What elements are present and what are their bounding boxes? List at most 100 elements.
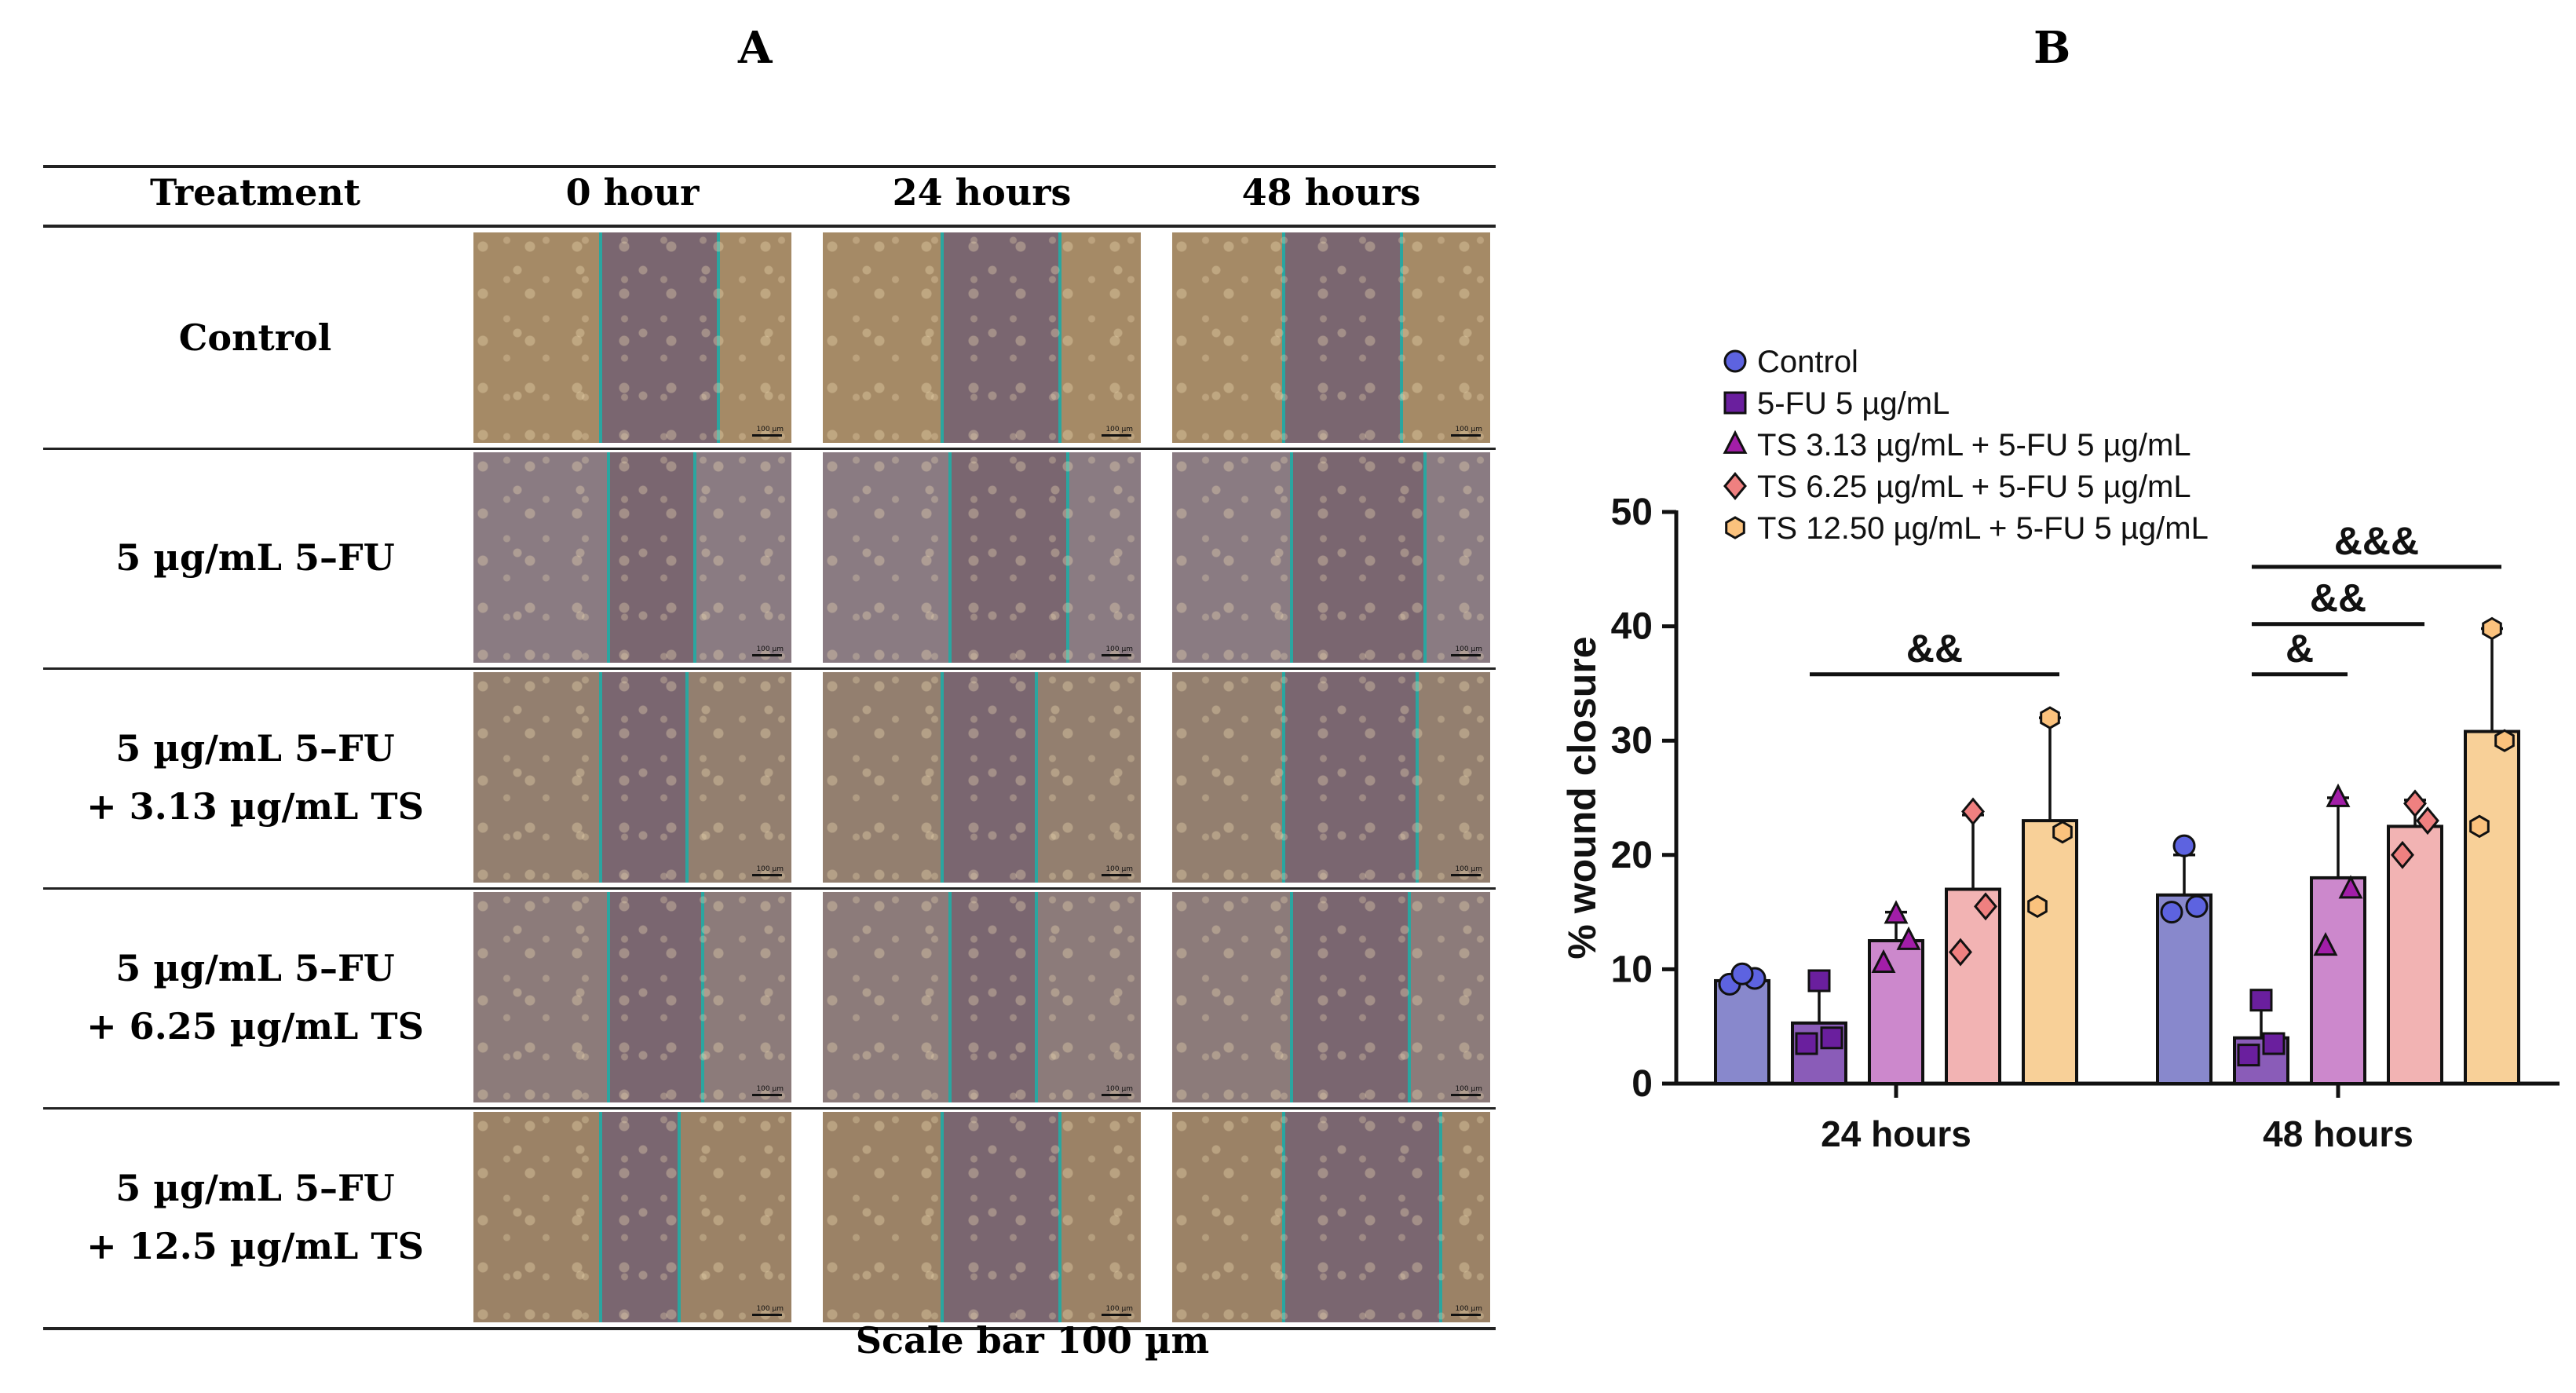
image-scale-text: 100 µm — [1105, 1085, 1133, 1093]
image-scale-bar — [752, 1094, 782, 1096]
legend-label: TS 3.13 µg/mL + 5-FU 5 µg/mL — [1757, 428, 2191, 463]
data-point — [2494, 729, 2515, 752]
image-scale-bar — [1451, 1094, 1481, 1096]
bar — [2156, 893, 2212, 1086]
bar — [2310, 876, 2366, 1085]
micrograph-image: 100 µm — [1172, 232, 1490, 443]
treatment-label: 5 µg/mL 5–FU + 3.13 µg/mL TS — [43, 719, 467, 835]
header-rule — [43, 225, 1496, 228]
header-treatment: Treatment — [149, 171, 361, 214]
image-scale-text: 100 µm — [756, 1085, 784, 1093]
x-tick-label: 24 hours — [1821, 1113, 1971, 1154]
header-0-hour: 0 hour — [565, 171, 700, 214]
y-tick-label: 40 — [1611, 606, 1653, 648]
legend-marker — [1725, 516, 1745, 539]
legend-label: 5-FU 5 µg/mL — [1757, 386, 1949, 421]
data-point — [1961, 797, 1985, 826]
y-tick-label: 30 — [1611, 720, 1653, 762]
image-scale-text: 100 µm — [756, 865, 784, 873]
micrograph-image: 100 µm — [473, 232, 791, 443]
x-tick-label: 48 hours — [2263, 1113, 2413, 1154]
bar — [1945, 887, 2001, 1085]
data-point — [2326, 783, 2351, 807]
image-scale-bar — [1451, 1314, 1481, 1316]
data-point — [2313, 932, 2338, 956]
legend-marker — [1723, 391, 1747, 415]
treatment-label-line: Control — [178, 316, 332, 359]
row-rule — [43, 1327, 1496, 1330]
treatment-label: 5 µg/mL 5–FU — [43, 528, 467, 587]
data-point — [2237, 1044, 2260, 1067]
row-rule — [43, 448, 1496, 450]
image-scale-text: 100 µm — [1455, 865, 1482, 873]
image-scale-bar — [1451, 654, 1481, 656]
data-point — [2160, 901, 2183, 924]
image-scale-text: 100 µm — [1455, 1085, 1482, 1093]
micrograph-image: 100 µm — [823, 672, 1141, 883]
data-point — [2416, 806, 2439, 835]
legend-label: TS 6.25 µg/mL + 5-FU 5 µg/mL — [1757, 470, 2191, 504]
data-point — [2052, 820, 2073, 844]
data-point — [1807, 969, 1831, 993]
significance-label: && — [2310, 576, 2366, 620]
data-point — [1820, 1026, 1843, 1050]
image-scale-bar — [1102, 874, 1131, 876]
data-point — [2040, 706, 2060, 729]
bar — [1714, 978, 1770, 1086]
data-point — [2338, 875, 2363, 899]
header-48-hours: 48 hours — [1241, 171, 1421, 214]
scale-bar-caption: Scale bar 100 µm — [855, 1319, 1210, 1362]
data-point — [2185, 894, 2209, 918]
treatment-label-line: 5 µg/mL 5–FU — [115, 727, 395, 770]
micrograph-image: 100 µm — [1172, 452, 1490, 663]
image-scale-bar — [752, 874, 782, 876]
treatment-label-line: 5 µg/mL 5–FU — [115, 536, 395, 579]
legend-marker — [1723, 430, 1748, 454]
treatment-label-line: + 12.5 µg/mL TS — [86, 1225, 424, 1267]
data-point — [2262, 1032, 2286, 1055]
row-rule — [43, 887, 1496, 890]
treatment-label: Control — [43, 309, 467, 367]
image-scale-text: 100 µm — [1105, 645, 1133, 653]
legend-marker — [1723, 472, 1747, 500]
data-point — [2027, 894, 2048, 919]
y-axis-title: % wound closure — [1560, 636, 1604, 959]
image-scale-bar — [752, 654, 782, 656]
data-point — [2391, 840, 2414, 869]
data-point — [1896, 926, 1921, 950]
data-point — [2469, 814, 2490, 839]
data-point — [2403, 789, 2427, 818]
significance-label: &&& — [2334, 519, 2419, 563]
y-tick-label: 50 — [1611, 492, 1653, 533]
data-point — [1730, 962, 1754, 985]
treatment-label-line: 5 µg/mL 5–FU — [115, 947, 395, 989]
micrograph-image: 100 µm — [823, 892, 1141, 1102]
treatment-label: 5 µg/mL 5–FU + 12.5 µg/mL TS — [43, 1159, 467, 1275]
legend-label: TS 12.50 µg/mL + 5-FU 5 µg/mL — [1757, 511, 2209, 546]
bar — [2464, 729, 2520, 1085]
row-rule — [43, 667, 1496, 670]
panel-a-label: A — [738, 22, 773, 74]
data-point — [2249, 989, 2273, 1012]
panel-b-label: B — [2033, 22, 2071, 74]
header-24-hours: 24 hours — [892, 171, 1072, 214]
table-top-rule — [43, 165, 1496, 168]
significance-label: && — [1906, 627, 1963, 671]
image-scale-text: 100 µm — [1105, 1305, 1133, 1313]
image-scale-text: 100 µm — [756, 426, 784, 433]
treatment-label-line: 5 µg/mL 5–FU — [115, 1167, 395, 1209]
significance-label: & — [2286, 627, 2314, 671]
micrograph-image: 100 µm — [473, 1112, 791, 1322]
micrograph-image: 100 µm — [1172, 1112, 1490, 1322]
y-tick-label: 0 — [1631, 1063, 1653, 1105]
y-tick-label: 20 — [1611, 835, 1653, 876]
micrograph-image: 100 µm — [473, 892, 791, 1102]
micrograph-image: 100 µm — [473, 672, 791, 883]
image-scale-bar — [1451, 874, 1481, 876]
micrograph-image: 100 µm — [823, 452, 1141, 663]
image-scale-text: 100 µm — [1455, 426, 1482, 433]
data-point — [1974, 892, 1997, 921]
image-scale-text: 100 µm — [756, 645, 784, 653]
micrograph-image: 100 µm — [823, 232, 1141, 443]
image-scale-bar — [1102, 1314, 1131, 1316]
